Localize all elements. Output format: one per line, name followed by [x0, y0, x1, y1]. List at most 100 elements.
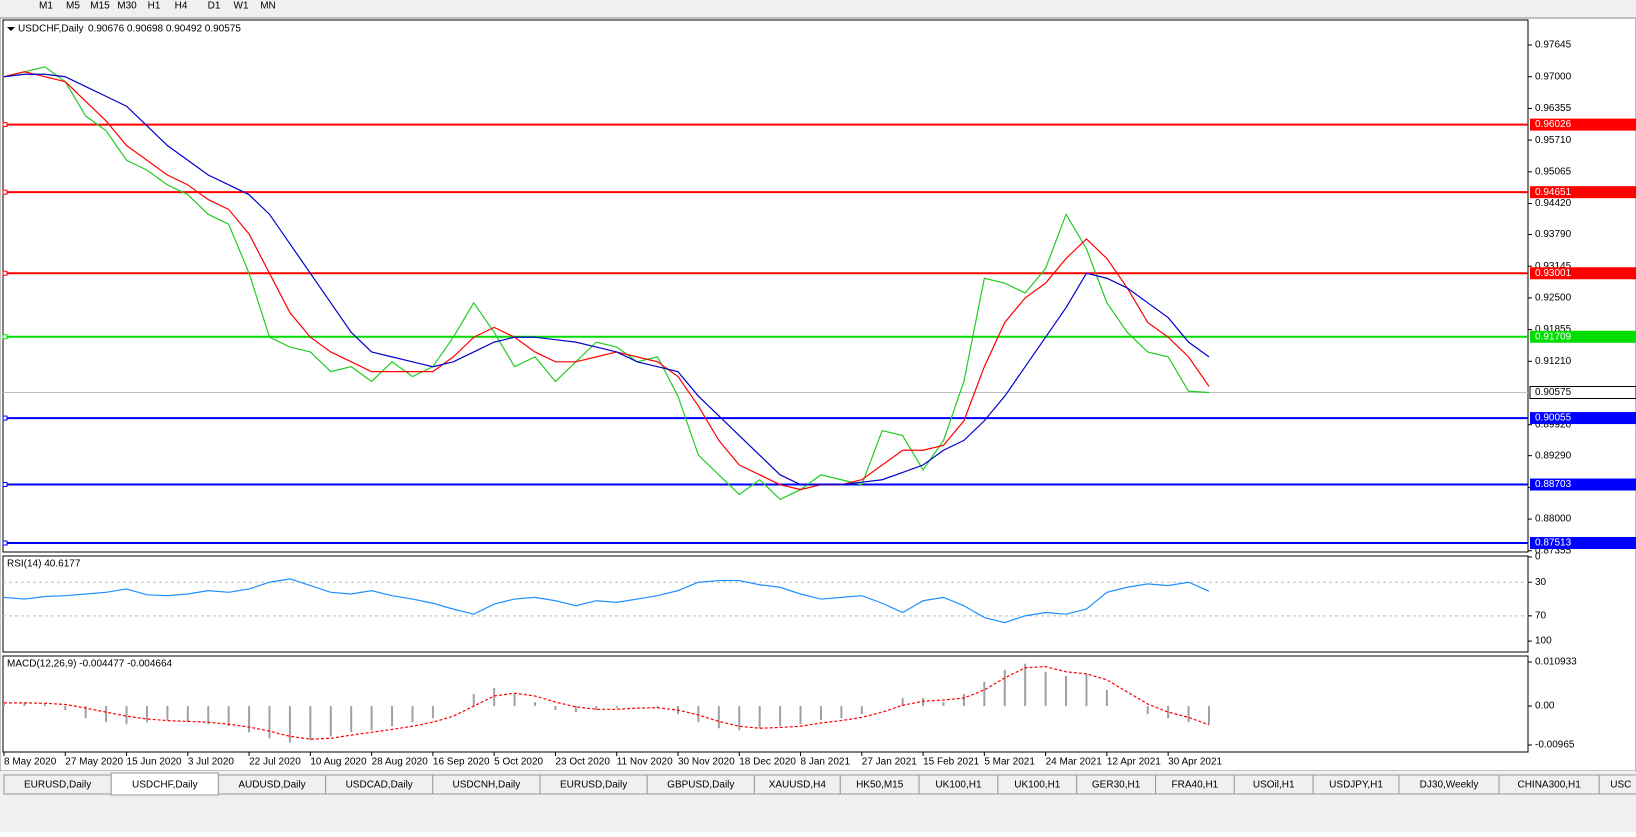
series-line	[3, 73, 1210, 486]
x-tick-label: 12 Apr 2021	[1107, 757, 1161, 768]
histogram-bar	[1105, 689, 1108, 707]
timeframe-button[interactable]: M30	[117, 1, 137, 12]
timeframe-button[interactable]: MN	[260, 1, 276, 12]
tab-label[interactable]: FRA40,H1	[1172, 780, 1219, 791]
price-pane	[2, 19, 1529, 553]
histogram-bar	[1085, 673, 1088, 707]
chart-title: USDCHF,Daily	[18, 24, 84, 35]
tab-label[interactable]: UK100,H1	[1014, 780, 1061, 791]
y-tick-label: 0.96355	[1535, 103, 1572, 114]
level-marker	[2, 482, 8, 488]
histogram-bar	[431, 706, 434, 719]
series-line	[3, 578, 1210, 624]
x-tick-label: 8 May 2020	[4, 757, 57, 768]
y-tick-label: 0.91210	[1535, 356, 1572, 367]
histogram-bar	[717, 706, 720, 729]
timeframe-button[interactable]: H4	[175, 1, 188, 12]
x-tick-label: 18 Dec 2020	[739, 757, 796, 768]
histogram-bar	[84, 706, 87, 719]
tab-label[interactable]: DJ30,Weekly	[1420, 780, 1479, 791]
y-tick-label: 0.88000	[1535, 514, 1572, 525]
timeframe-button[interactable]: M1	[39, 1, 53, 12]
tab[interactable]	[1598, 774, 1636, 795]
histogram-bar	[125, 706, 128, 725]
histogram-bar	[329, 706, 332, 737]
level-label: 0.96026	[1535, 119, 1572, 130]
tab-label[interactable]: USDCHF,Daily	[132, 780, 198, 791]
y-tick-label: 0.97645	[1535, 40, 1572, 51]
histogram-bar	[391, 706, 394, 727]
y-tick-label: 0.95710	[1535, 135, 1572, 146]
timeframe-button[interactable]: D1	[208, 1, 221, 12]
timeframe-button[interactable]: M5	[66, 1, 80, 12]
histogram-bar	[493, 687, 496, 707]
level-label-box	[1530, 118, 1636, 131]
y-tick-label: 0.94420	[1535, 198, 1572, 209]
chart-window	[0, 17, 1636, 772]
tab-label[interactable]: AUDUSD,Daily	[238, 780, 305, 791]
tab-label[interactable]: USDJPY,H1	[1329, 780, 1383, 791]
tab-label[interactable]: USOil,H1	[1253, 780, 1295, 791]
histogram-bar	[1208, 706, 1210, 725]
y-tick-label: 0.97000	[1535, 71, 1572, 82]
level-marker	[2, 122, 8, 128]
timeframe-button[interactable]: M15	[90, 1, 110, 12]
macd-title: MACD(12,26,9) -0.004477 -0.004664	[7, 659, 173, 670]
level-marker	[2, 334, 8, 340]
x-tick-label: 27 Jan 2021	[862, 757, 917, 768]
tab-label[interactable]: XAUUSD,H4	[769, 780, 827, 791]
collapse-icon	[7, 27, 15, 31]
level-marker	[2, 189, 8, 195]
x-tick-label: 5 Oct 2020	[494, 757, 543, 768]
histogram-bar	[595, 706, 598, 711]
histogram-bar	[819, 706, 822, 721]
histogram-bar	[145, 706, 148, 723]
tab-label[interactable]: CHINA300,H1	[1517, 780, 1581, 791]
tab-label[interactable]: GBPUSD,Daily	[667, 780, 734, 791]
y-tick-label: 0.92500	[1535, 293, 1572, 304]
histogram-bar	[779, 706, 782, 727]
histogram-bar	[166, 706, 169, 721]
histogram-bar	[227, 706, 230, 727]
level-label: 0.91709	[1535, 331, 1572, 342]
histogram-bar	[1024, 663, 1027, 707]
histogram-bar	[922, 698, 925, 707]
tab-label[interactable]: UK100,H1	[935, 780, 982, 791]
level-marker	[2, 415, 8, 421]
x-tick-label: 30 Apr 2021	[1168, 757, 1222, 768]
x-tick-label: 24 Mar 2021	[1046, 757, 1103, 768]
y-tick-label: 100	[1535, 636, 1552, 647]
y-tick-label: -0.00965	[1535, 740, 1575, 751]
x-tick-label: 27 May 2020	[65, 757, 123, 768]
timeframe-button[interactable]: W1	[234, 1, 249, 12]
tab-label[interactable]: GER30,H1	[1092, 780, 1141, 791]
x-tick-label: 22 Jul 2020	[249, 757, 301, 768]
level-label: 0.93001	[1535, 268, 1572, 279]
tab-label[interactable]: USC	[1610, 780, 1631, 791]
tab-label[interactable]: EURUSD,Daily	[24, 780, 91, 791]
histogram-bar	[799, 706, 802, 725]
level-label: 0.90055	[1535, 413, 1572, 424]
x-tick-label: 30 Nov 2020	[678, 757, 735, 768]
tab-label[interactable]: HK50,M15	[856, 780, 904, 791]
histogram-bar	[656, 706, 659, 709]
level-label: 0.94651	[1535, 187, 1572, 198]
rsi-pane	[2, 555, 1529, 653]
level-label-box	[1530, 537, 1636, 550]
toolbar	[0, 0, 1636, 18]
tab-label[interactable]: USDCAD,Daily	[346, 780, 413, 791]
y-tick-label: 0.89920	[1535, 419, 1572, 430]
macd-pane	[2, 655, 1529, 753]
tab-label[interactable]: EURUSD,Daily	[560, 780, 627, 791]
histogram-bar	[1044, 671, 1047, 707]
histogram-bar	[411, 706, 414, 723]
histogram-bar	[64, 706, 67, 711]
x-tick-label: 3 Jul 2020	[188, 757, 235, 768]
current-price-label: 0.90575	[1535, 387, 1572, 398]
histogram-bar	[186, 706, 189, 723]
series-line	[4, 665, 1210, 740]
tab-label[interactable]: USDCNH,Daily	[453, 780, 521, 791]
histogram-bar	[758, 706, 761, 729]
timeframe-button[interactable]: H1	[148, 1, 161, 12]
